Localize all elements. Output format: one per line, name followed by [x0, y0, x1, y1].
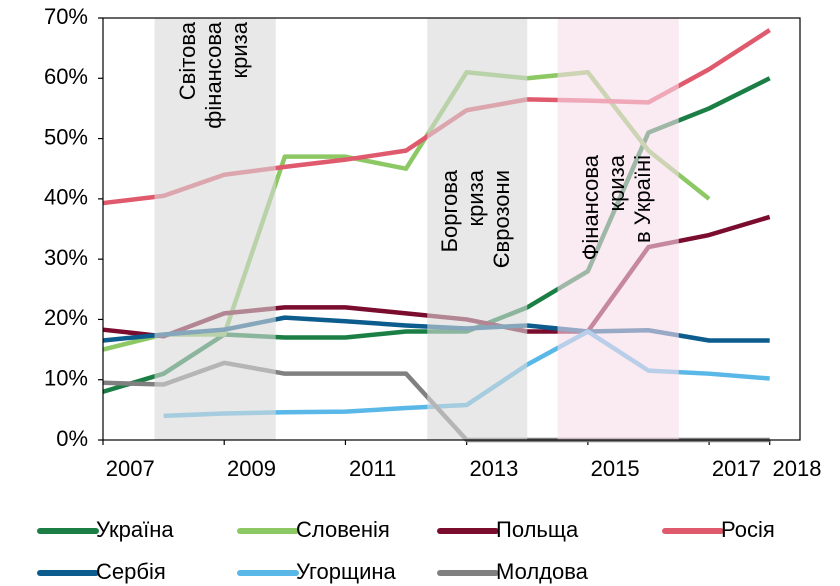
- x-tick-label: 2011: [349, 456, 396, 481]
- y-tick-label: 70%: [44, 4, 88, 29]
- region-label: Єврозони: [489, 170, 514, 268]
- region-label: криза: [463, 169, 488, 226]
- region-label: криза: [227, 21, 252, 78]
- legend-label: Молдова: [496, 559, 589, 584]
- y-tick-label: 0%: [56, 426, 88, 451]
- region-label: Фінансова: [578, 154, 603, 260]
- y-tick-label: 60%: [44, 64, 88, 89]
- y-tick-label: 20%: [44, 305, 88, 330]
- x-tick-label: 2017: [712, 456, 761, 481]
- x-tick-label: 2013: [469, 456, 518, 481]
- plot-frame: [102, 17, 801, 441]
- shaded-region: [427, 18, 528, 440]
- region-label: криза: [604, 154, 629, 211]
- y-tick-label: 40%: [44, 185, 88, 210]
- x-tick-label: 2018: [772, 456, 821, 481]
- region-label: Світова: [175, 21, 200, 100]
- region-label: Боргова: [437, 169, 462, 252]
- legend-label: Україна: [96, 517, 174, 542]
- legend-label: Словенія: [296, 517, 390, 542]
- legend-label: Польща: [496, 517, 579, 542]
- y-tick-label: 10%: [44, 366, 88, 391]
- x-tick-label: 2015: [591, 456, 640, 481]
- y-tick-label: 50%: [44, 124, 88, 149]
- legend-label: Угорщина: [296, 559, 397, 584]
- legend-label: Сербія: [96, 559, 166, 584]
- legend-label: Росія: [721, 517, 775, 542]
- region-label: в Україні: [630, 155, 655, 243]
- x-tick-label: 2007: [106, 456, 155, 481]
- y-tick-label: 30%: [44, 245, 88, 270]
- region-label: фінансова: [201, 21, 226, 128]
- x-tick-label: 2009: [227, 456, 276, 481]
- shaded-region: [154, 18, 276, 440]
- shaded-region: [557, 18, 679, 440]
